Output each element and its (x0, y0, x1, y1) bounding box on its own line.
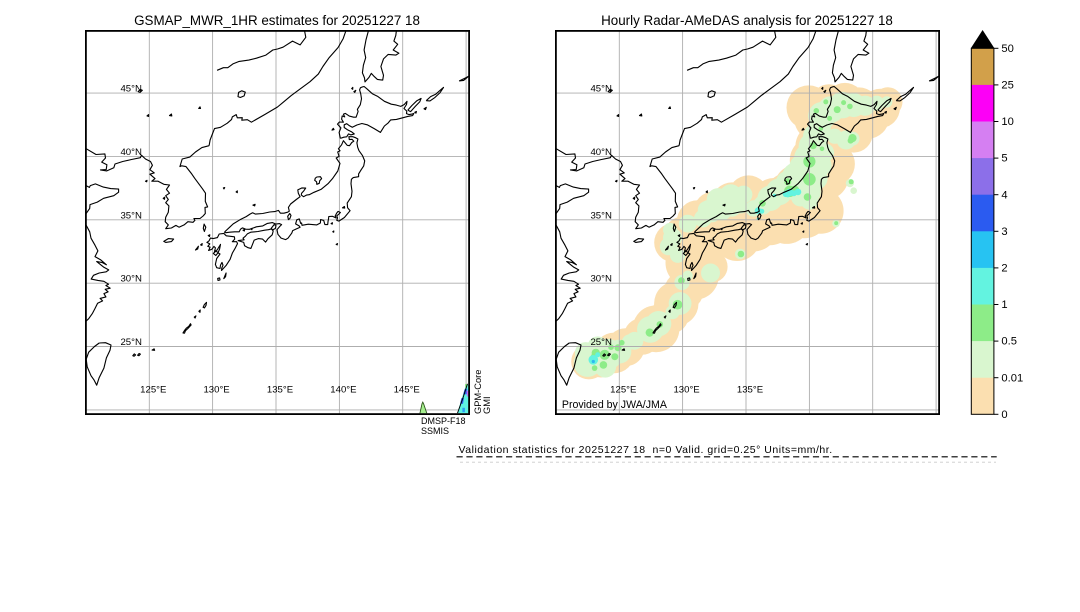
svg-text:30°N: 30°N (590, 274, 612, 285)
svg-text:45°N: 45°N (590, 84, 612, 95)
svg-text:Provided by JWA/JMA: Provided by JWA/JMA (561, 399, 667, 411)
svg-text:130°E: 130°E (673, 385, 699, 396)
svg-text:25°N: 25°N (120, 337, 142, 348)
svg-text:135°E: 135°E (266, 385, 292, 396)
svg-text:0: 0 (1001, 409, 1007, 420)
svg-text:4: 4 (1001, 189, 1007, 201)
svg-text:2: 2 (1001, 263, 1007, 275)
svg-text:0.5: 0.5 (1001, 336, 1017, 348)
svg-text:145°E: 145°E (393, 385, 419, 396)
svg-text:25: 25 (1001, 80, 1013, 92)
svg-text:130°E: 130°E (203, 385, 229, 396)
svg-text:10: 10 (1001, 116, 1013, 128)
svg-text:5: 5 (1001, 153, 1007, 165)
svg-text:125°E: 125°E (610, 385, 636, 396)
svg-text:3: 3 (1001, 226, 1007, 238)
svg-text:35°N: 35°N (590, 211, 612, 222)
svg-text:125°E: 125°E (140, 385, 166, 396)
svg-text:30°N: 30°N (120, 274, 142, 285)
svg-text:40°N: 40°N (590, 147, 612, 158)
svg-text:1: 1 (1001, 299, 1007, 311)
svg-text:45°N: 45°N (120, 84, 142, 95)
svg-text:25°N: 25°N (590, 337, 612, 348)
svg-text:50: 50 (1001, 43, 1013, 55)
svg-text:40°N: 40°N (120, 147, 142, 158)
svg-text:0.01: 0.01 (1001, 372, 1023, 384)
svg-text:35°N: 35°N (120, 211, 142, 222)
svg-text:135°E: 135°E (736, 385, 762, 396)
svg-text:140°E: 140°E (330, 385, 356, 396)
